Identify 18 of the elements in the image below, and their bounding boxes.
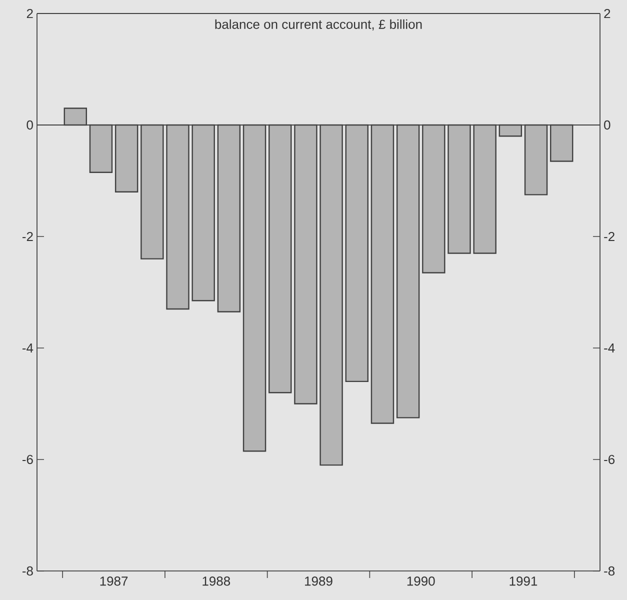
- x-tick-label: 1988: [202, 576, 230, 586]
- chart-title: balance on current account, £ billion: [215, 19, 422, 30]
- y2-tick-label: 0: [26, 120, 33, 130]
- y-tick-label: -4: [604, 344, 615, 352]
- y-tick-label: -8: [604, 566, 615, 576]
- y2-tick-label: -4: [22, 344, 34, 352]
- y-tick-label: -6: [604, 454, 615, 464]
- y2-tick-label: -2: [22, 232, 33, 242]
- x-tick-label: 1990: [407, 576, 435, 586]
- y-tick-label: 0: [604, 120, 610, 130]
- x-tick-label: 1989: [305, 576, 332, 586]
- y-tick-label: 2: [604, 8, 610, 18]
- y2-tick-label: -6: [22, 454, 33, 464]
- x-tick-label: 1987: [100, 576, 128, 586]
- x-tick-label: 1991: [510, 576, 538, 586]
- y2-tick-label: -8: [22, 566, 33, 576]
- y-tick-label: -2: [604, 232, 614, 242]
- y2-tick-label: 2: [26, 8, 33, 18]
